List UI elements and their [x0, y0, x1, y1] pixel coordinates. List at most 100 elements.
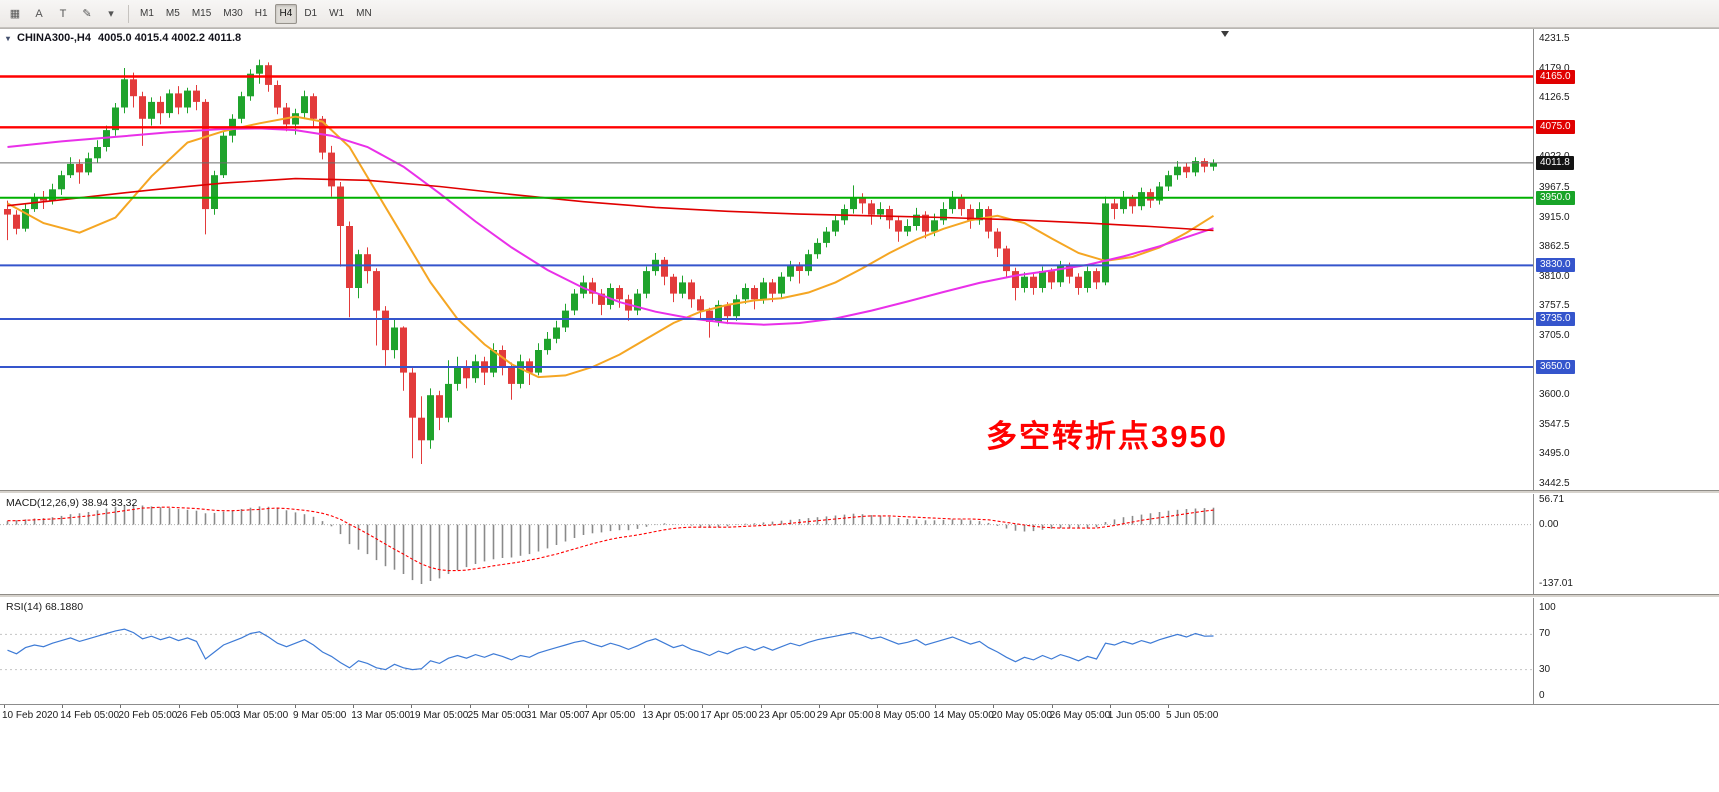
rsi-indicator-panel[interactable]: RSI(14) 68.1880 100 70 30 0: [0, 598, 1719, 704]
time-tick: [62, 705, 64, 708]
time-tick: [644, 705, 646, 708]
main-chart-canvas[interactable]: [0, 29, 1533, 491]
shapes-dropdown-icon[interactable]: ▾: [108, 8, 114, 20]
chart-shift-marker-icon[interactable]: [1221, 31, 1229, 37]
timeframe-m30-button[interactable]: M30: [223, 8, 243, 19]
rsi-scale-label: 30: [1539, 663, 1551, 675]
panel-separator[interactable]: [0, 594, 1719, 598]
text-label-tool[interactable]: T: [59, 7, 67, 20]
time-tick: [4, 705, 5, 708]
price-level-badge: 3950.0: [1536, 190, 1575, 205]
ma-slow-red: [7, 177, 1214, 232]
text-tool[interactable]: A: [35, 7, 43, 20]
time-label: 13 Mar 05:00: [351, 710, 411, 721]
rsi-axis: 100 70 30 0: [1533, 598, 1719, 704]
time-label: 20 Feb 05:00: [118, 710, 178, 721]
chart-window-icon[interactable]: ▦: [9, 8, 21, 20]
ma-fast-orange: [7, 115, 1215, 379]
price-tick-label: 3757.5: [1539, 300, 1570, 312]
time-label: 7 Apr 05:00: [584, 710, 636, 721]
rsi-scale-label: 70: [1539, 628, 1551, 640]
time-tick: [935, 705, 937, 708]
macd-signal-line: [7, 506, 1214, 572]
price-axis[interactable]: 4231.54179.04126.54074.04022.03967.53915…: [1533, 29, 1719, 490]
time-label: 26 May 05:00: [1049, 710, 1111, 721]
time-axis[interactable]: 10 Feb 2020 14 Feb 05:00 20 Feb 05:00 26 Fe…: [0, 704, 1719, 726]
rsi-line: [7, 628, 1214, 671]
macd-scale-label: 56.71: [1539, 494, 1565, 505]
price-level-badge: 4011.8: [1536, 155, 1574, 170]
time-tick: [993, 705, 995, 708]
time-tick: [586, 705, 587, 708]
main-chart-panel[interactable]: ▾ CHINA300-,H4 4005.0 4015.4 4002.2 4011…: [0, 28, 1719, 490]
price-level-badge: 4075.0: [1536, 120, 1575, 135]
time-label: 20 May 05:00: [991, 710, 1052, 721]
macd-histogram: [6, 504, 1215, 584]
timeframe-m15-button[interactable]: M15: [191, 8, 212, 19]
price-tick-label: 3862.5: [1539, 241, 1570, 253]
chart-stack: ▾ CHINA300-,H4 4005.0 4015.4 4002.2 4011…: [0, 28, 1719, 726]
macd-indicator-panel[interactable]: MACD(12,26,9) 38.94 33.32 56.71 0.00 -137.…: [0, 494, 1719, 594]
time-tick: [702, 705, 704, 708]
ohlc-values-label: 4005.0 4015.4 4002.2 4011.8: [97, 32, 242, 44]
macd-canvas[interactable]: [0, 494, 1533, 594]
price-tick-label: 4126.5: [1539, 92, 1570, 104]
timeframe-m5-button[interactable]: M5: [165, 8, 180, 19]
time-tick: [527, 705, 529, 708]
timeframe-mn-button[interactable]: MN: [356, 8, 372, 19]
price-tick-label: 3967.5: [1539, 181, 1570, 193]
rsi-scale-label: 0: [1539, 690, 1545, 701]
price-tick-label: 3495.0: [1539, 448, 1570, 460]
time-tick: [469, 705, 471, 708]
timeframe-h4-button[interactable]: H4: [274, 3, 298, 24]
time-label: 9 Mar 05:00: [293, 710, 347, 721]
symbol-timeframe-label: CHINA300-,H4: [17, 32, 91, 44]
time-label: 23 Apr 05:00: [758, 710, 816, 721]
time-label: 29 Apr 05:00: [816, 710, 874, 721]
price-tick-label: 3547.5: [1539, 418, 1570, 430]
chart-annotation-text: 多空转折点3950: [986, 419, 1228, 454]
time-label: 1 Jun 05:00: [1107, 710, 1161, 721]
price-tick-label: 3600.0: [1539, 389, 1570, 401]
candles-layer: [4, 59, 1217, 464]
time-tick: [120, 705, 122, 708]
time-tick: [818, 705, 820, 708]
time-tick: [236, 705, 238, 708]
time-tick: [353, 705, 355, 708]
time-tick: [1168, 705, 1169, 708]
time-label: 3 Mar 05:00: [234, 710, 289, 721]
macd-scale-label: -137.01: [1539, 578, 1573, 589]
time-tick: [411, 705, 413, 708]
time-label: 10 Feb 2020: [2, 710, 59, 721]
time-tick: [877, 705, 878, 708]
price-tick-label: 3705.0: [1539, 329, 1570, 341]
rsi-canvas[interactable]: [0, 598, 1533, 704]
collapse-caret-icon[interactable]: ▾: [6, 33, 11, 43]
time-label: 13 Apr 05:00: [642, 710, 699, 721]
time-label: 14 May 05:00: [933, 710, 994, 721]
timeframe-d1-button[interactable]: D1: [304, 8, 318, 19]
toolbar: ▦ A T ✎ ▾ M1 M5 M15 M30 H1 H4 D1 W1 MN: [0, 0, 1719, 28]
timeframe-h1-button[interactable]: H1: [254, 8, 268, 19]
shapes-tool[interactable]: ✎: [82, 8, 92, 20]
price-level-badge: 4165.0: [1536, 69, 1575, 84]
panel-separator[interactable]: [0, 490, 1719, 494]
timeframe-m1-button[interactable]: M1: [140, 8, 154, 19]
toolbar-separator: [128, 4, 129, 23]
timeframe-w1-button[interactable]: W1: [329, 8, 345, 19]
time-label: 5 Jun 05:00: [1166, 710, 1219, 721]
chart-header: ▾ CHINA300-,H4 4005.0 4015.4 4002.2 4011…: [6, 32, 241, 44]
price-tick-label: 3442.5: [1539, 478, 1570, 489]
price-tick-label: 3915.0: [1539, 211, 1570, 223]
price-level-badge: 3735.0: [1536, 312, 1575, 327]
price-tick-label: 4231.5: [1539, 33, 1570, 44]
macd-scale-label: 0.00: [1539, 518, 1559, 530]
time-tick: [1109, 705, 1111, 708]
rsi-label: RSI(14) 68.1880: [6, 601, 84, 613]
rsi-scale-label: 100: [1539, 602, 1556, 613]
macd-label: MACD(12,26,9) 38.94 33.32: [6, 497, 138, 509]
time-label: 31 Mar 05:00: [525, 710, 585, 721]
ma-mid-magenta: [7, 127, 1214, 326]
macd-axis: 56.71 0.00 -137.01: [1533, 494, 1719, 594]
